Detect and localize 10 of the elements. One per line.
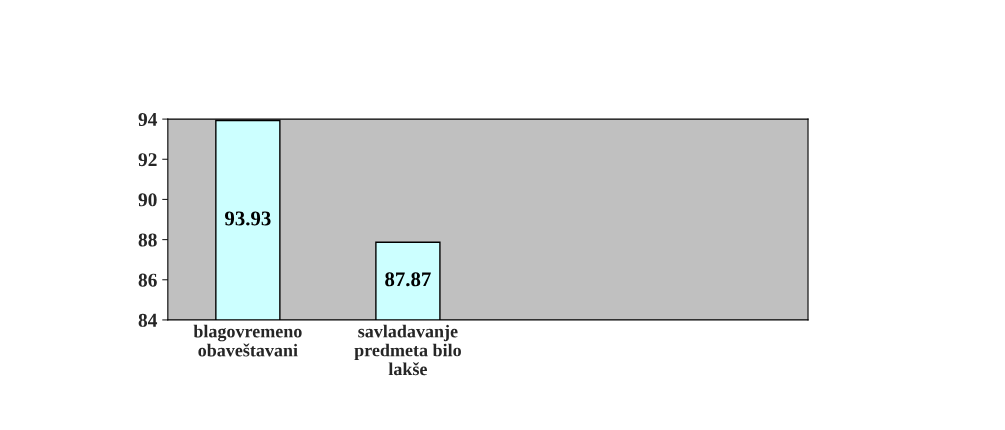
- y-tick-label: 90: [138, 193, 157, 207]
- y-tick-label: 88: [138, 233, 157, 247]
- y-tick-label: 84: [138, 313, 158, 327]
- x-tick-label: savladavanje predmeta bilo lakše: [354, 324, 461, 376]
- y-tick-label: 86: [138, 273, 157, 287]
- x-tick-label: blagovremeno obaveštavani: [193, 324, 302, 357]
- y-tick-label: 94: [138, 112, 158, 127]
- data-label: 93.93: [224, 211, 271, 226]
- data-label: 87.87: [385, 272, 431, 287]
- y-tick-label: 92: [138, 153, 157, 167]
